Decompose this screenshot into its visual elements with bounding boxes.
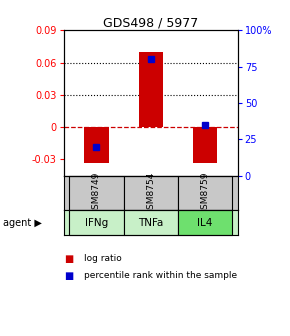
- Title: GDS498 / 5977: GDS498 / 5977: [103, 16, 198, 29]
- Text: IFNg: IFNg: [85, 218, 108, 228]
- Bar: [193, 127, 218, 163]
- Text: GSM8759: GSM8759: [201, 171, 210, 215]
- Bar: [124, 176, 178, 210]
- Bar: [178, 176, 232, 210]
- Text: GSM8749: GSM8749: [92, 171, 101, 215]
- Text: log ratio: log ratio: [84, 254, 122, 263]
- Text: TNFa: TNFa: [138, 218, 164, 228]
- Bar: [124, 210, 178, 235]
- Text: ■: ■: [64, 254, 73, 264]
- Text: GSM8754: GSM8754: [146, 171, 155, 215]
- Text: ■: ■: [64, 270, 73, 281]
- Text: percentile rank within the sample: percentile rank within the sample: [84, 271, 237, 280]
- Bar: [84, 127, 109, 163]
- Bar: [139, 52, 163, 127]
- Bar: [178, 210, 232, 235]
- Bar: [69, 210, 124, 235]
- Text: IL4: IL4: [197, 218, 213, 228]
- Text: agent ▶: agent ▶: [3, 218, 42, 228]
- Bar: [69, 176, 124, 210]
